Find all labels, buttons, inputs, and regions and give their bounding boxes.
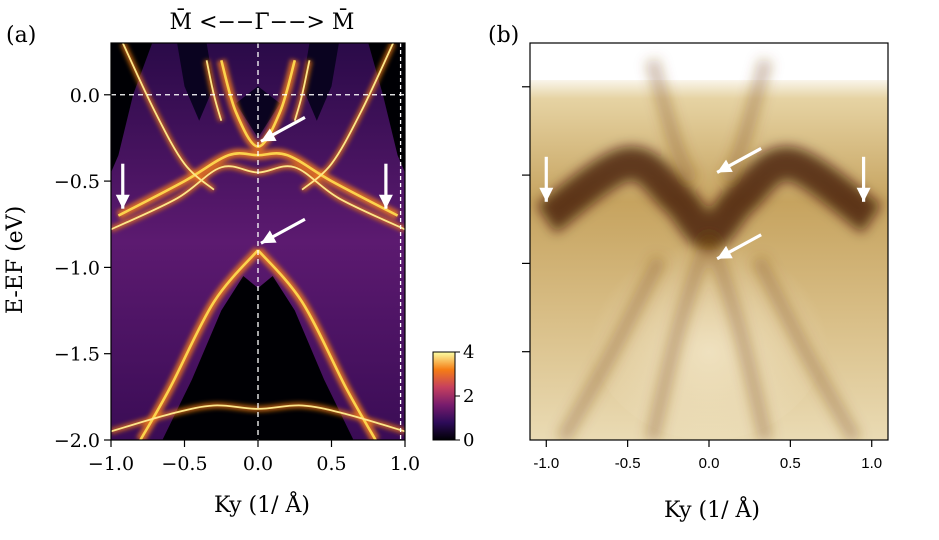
- arrow-b-0-head: [717, 159, 733, 173]
- panel-b-faint-band-2: [751, 255, 862, 440]
- gap-region-top-left: [111, 43, 153, 173]
- arrow-b-2-head: [539, 187, 554, 202]
- y-tick-label-a-0: 0.0: [70, 85, 100, 107]
- band-extra-core-1: [111, 404, 405, 433]
- panel-b-label: (b): [488, 23, 519, 48]
- x-tick-label-a-3: 0.5: [316, 453, 346, 475]
- x-tick-label-b-1: -0.5: [615, 455, 641, 472]
- panel-a-ylabel: E-EF (eV): [3, 206, 28, 314]
- panel-a-label: (a): [6, 23, 36, 48]
- cb-tick-label-1: 2: [463, 386, 474, 407]
- y-tick-label-a-4: −2.0: [54, 430, 100, 452]
- y-tick-label-a-3: −1.5: [54, 344, 100, 366]
- panel-b-faint-band-0: [645, 234, 773, 440]
- panel-a-heatmap: −1.0 −0.5 0.0 0.5 1.0 0.0 −0.5 −1.0 −1.5 −2.0: [54, 42, 420, 475]
- band-extra-core-2: [121, 43, 215, 191]
- panel-b-heatmap: -1.0 -0.5 0.0 0.5 1.0: [522, 42, 889, 472]
- colorbar-ticks: 0 2 4: [455, 342, 474, 451]
- x-tick-label-a-4: 1.0: [390, 453, 420, 475]
- colorbar: 0 2 4: [432, 342, 474, 451]
- gap-region-near-ef: [235, 86, 280, 138]
- panel-a-ticks: −1.0 −0.5 0.0 0.5 1.0 0.0 −0.5 −1.0 −1.5 −2.0: [54, 85, 420, 475]
- y-tick-label-a-2: −1.0: [54, 257, 100, 279]
- cb-tick-label-2: 4: [463, 342, 474, 363]
- colorbar-gradient: [432, 351, 456, 441]
- panel-b-ticks: -1.0 -0.5 0.0 0.5 1.0: [522, 86, 882, 472]
- arrow-b-1-head: [717, 245, 733, 259]
- x-tick-label-b-2: 0.0: [699, 455, 720, 472]
- cb-tick-label-0: 0: [463, 430, 474, 451]
- arrow-a-1-head: [260, 230, 277, 244]
- annotation-arrows-a: [115, 115, 393, 245]
- arrow-b-3-head: [856, 187, 871, 202]
- panel-b-faint-band-1: [556, 255, 667, 440]
- x-tick-label-a-0: −1.0: [88, 453, 134, 475]
- band-core-1: [257, 249, 377, 440]
- y-tick-label-a-1: −0.5: [54, 171, 100, 193]
- panel-b-faint-band-3: [645, 58, 700, 185]
- panel-b-blank-top: [530, 43, 888, 80]
- annotation-arrows-b: [539, 147, 871, 261]
- band-extra-core-3: [301, 43, 395, 191]
- panel-b-xlabel: Ky (1/ Å): [664, 495, 760, 523]
- x-tick-label-a-2: 0.0: [243, 453, 273, 475]
- x-tick-label-b-3: 0.5: [780, 455, 801, 472]
- arrow-a-0-head: [260, 128, 277, 142]
- panel-b-dark-band: [536, 146, 882, 250]
- band-core-0: [139, 249, 259, 440]
- arrow-a-3-head: [378, 194, 393, 209]
- x-tick-label-b-0: -1.0: [533, 455, 559, 472]
- panel-a-xlabel: Ky (1/ Å): [214, 490, 310, 518]
- x-tick-label-b-4: 1.0: [861, 455, 882, 472]
- x-tick-label-a-1: −0.5: [161, 453, 207, 475]
- panel-a-title: M̄ <−−Γ̄−−> M̄: [170, 8, 355, 35]
- arrow-a-2-head: [115, 194, 130, 209]
- panel-b-bands: [536, 58, 882, 440]
- panel-b-faint-band-4: [718, 58, 773, 185]
